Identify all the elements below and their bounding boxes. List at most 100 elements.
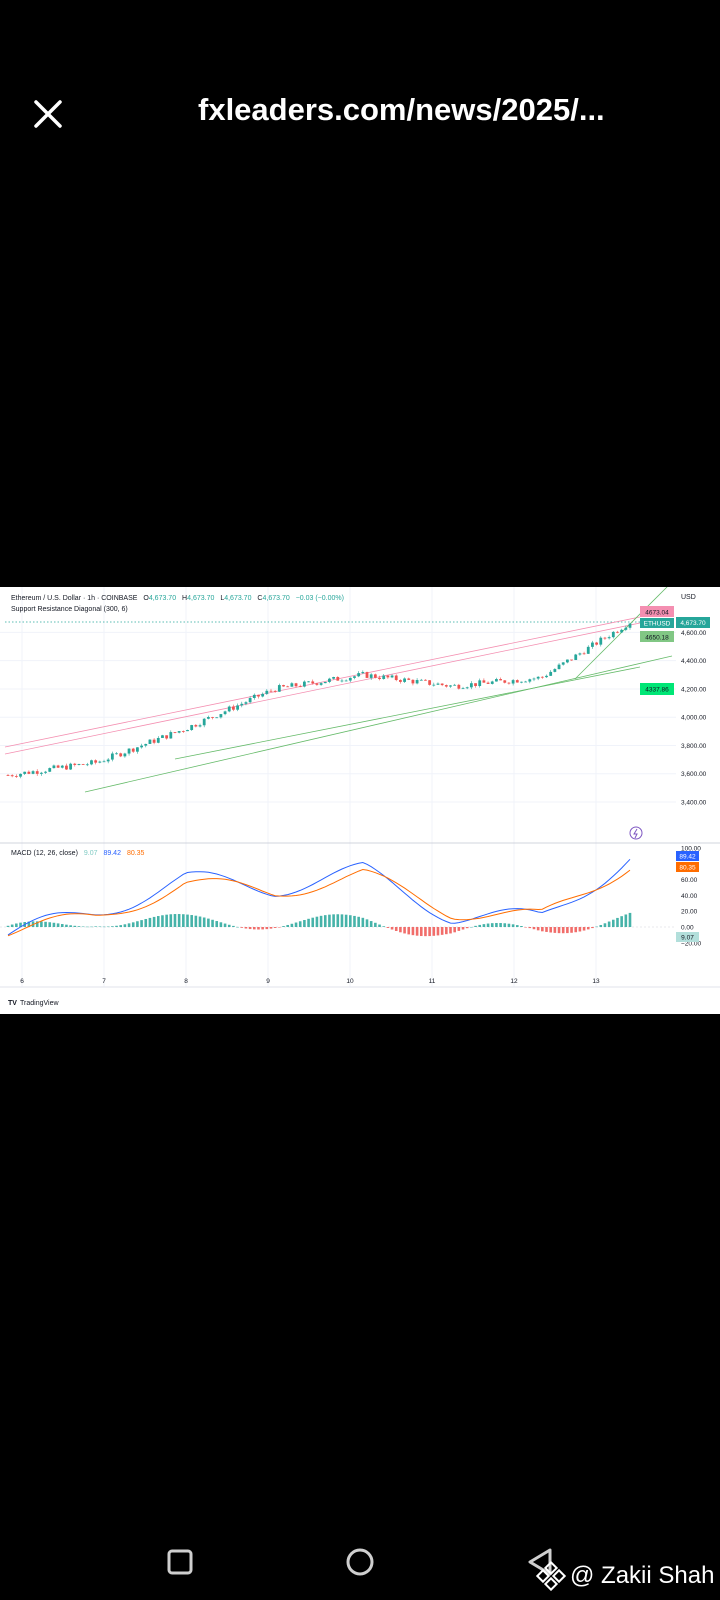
candle-body [161, 735, 164, 738]
macd-hist-bar [415, 927, 419, 936]
candle-body [378, 677, 381, 680]
candle-body [616, 631, 619, 633]
watermark: @ Zakii Shah [536, 1556, 714, 1596]
candle-body [457, 684, 461, 689]
symbol-badge [640, 618, 674, 628]
candle-body [240, 703, 244, 706]
macd-hist-bar [349, 915, 352, 927]
macd-hist-bar [156, 916, 160, 927]
macd-line-badge-label: 89.42 [679, 854, 696, 861]
macd-hist-bar [411, 927, 415, 936]
candle-body [499, 679, 502, 681]
macd-hist-value: 9.07 [84, 850, 98, 857]
macd-hist-bar [570, 927, 573, 933]
candle-body [152, 739, 156, 743]
macd-hist-bar [40, 921, 43, 927]
candle-body [557, 664, 561, 670]
candle-body [453, 684, 457, 686]
candle-body [73, 763, 77, 765]
candle-body [131, 748, 135, 752]
resistance-badge-label: 4673.04 [645, 610, 669, 617]
candle-body [48, 768, 52, 772]
binance-logo-icon [536, 1561, 566, 1591]
candle-body [390, 675, 394, 678]
candle-body [490, 681, 494, 684]
macd-hist-bar [503, 923, 507, 927]
macd-histogram [6, 912, 632, 937]
candle-body [536, 676, 540, 679]
macd-hist-bar [536, 927, 540, 931]
macd-hist-bar [102, 926, 106, 928]
price-tick-label: 3,600.00 [681, 771, 707, 778]
candle-body [119, 753, 123, 757]
svg-text:Ethereum / U.S. Dollar · 1h ·: Ethereum / U.S. Dollar · 1h · COINBASE O… [11, 595, 344, 602]
close-icon [34, 100, 62, 128]
macd-hist-bar [553, 927, 557, 933]
macd-hist-bar [215, 921, 219, 927]
macd-hist-bar [582, 927, 586, 931]
indicator-label: Support Resistance Diagonal (300, 6) [11, 606, 128, 613]
candle-body [540, 676, 544, 678]
close-button[interactable] [24, 90, 72, 138]
macd-hist-bar [394, 927, 398, 931]
macd-hist-bar [194, 915, 198, 927]
candle-body [52, 765, 56, 769]
macd-hist-bar [165, 914, 168, 927]
support-near-badge-label: 4650.18 [645, 635, 669, 642]
price-tick-label: 4,200.00 [681, 686, 707, 693]
candle-body [461, 688, 465, 690]
candle-body [294, 683, 298, 687]
candle-body [94, 760, 98, 763]
macd-hist-bar [90, 926, 93, 928]
macd-hist-bar [419, 927, 423, 937]
macd-hist-bar [261, 927, 264, 930]
macd-hist-bar [424, 927, 427, 937]
candle-body [31, 771, 35, 774]
candle-body [403, 678, 406, 682]
macd-hist-bar [227, 924, 231, 927]
candle-body [511, 680, 515, 684]
macd-hist-bar [198, 916, 202, 927]
macd-hist-bar [323, 915, 327, 927]
macd-hist-bar [436, 927, 440, 936]
candle-body [115, 753, 118, 755]
candle-body [269, 690, 273, 692]
macd-hist-bar [65, 924, 68, 927]
candle-body [56, 765, 60, 768]
candle-body [465, 687, 469, 689]
macd-hist-bar [520, 926, 523, 927]
macd-hist-bar [223, 923, 227, 927]
candle-body [607, 637, 611, 639]
candle-body [549, 671, 553, 676]
candle-body [177, 731, 181, 733]
macd-hist-bar [495, 922, 498, 927]
macd-hist-bar [628, 912, 632, 927]
recent-apps-button[interactable] [156, 1538, 204, 1586]
macd-hist-bar [390, 927, 394, 930]
candle-body [202, 718, 206, 726]
macd-hist-bar [257, 927, 260, 930]
macd-hist-bar [123, 924, 127, 927]
macd-hist-bar [77, 926, 81, 927]
tv-logo-icon: TV [8, 1000, 17, 1007]
candle-body [290, 683, 294, 687]
macd-hist-bar [219, 922, 223, 927]
candle-body [265, 690, 269, 694]
candle-body [515, 680, 519, 683]
macd-hist-bar [478, 924, 482, 927]
macd-tick-label: 0.00 [681, 925, 694, 932]
macd-hist-bar [290, 923, 294, 927]
chart-image[interactable]: Ethereum / U.S. Dollar · 1h · COINBASE O… [0, 587, 720, 1014]
macd-hist-bar [269, 927, 273, 929]
macd-hist-bar [19, 922, 22, 927]
macd-hist-bar [119, 925, 123, 927]
macd-hist-bar [595, 926, 598, 928]
candle-body [27, 771, 31, 774]
macd-hist-bar [557, 927, 561, 934]
macd-hist-bar [273, 927, 277, 928]
candle-body [106, 759, 110, 762]
candle-body [77, 764, 81, 765]
candle-body [440, 683, 444, 686]
home-button[interactable] [336, 1538, 384, 1586]
candle-body [227, 706, 231, 712]
